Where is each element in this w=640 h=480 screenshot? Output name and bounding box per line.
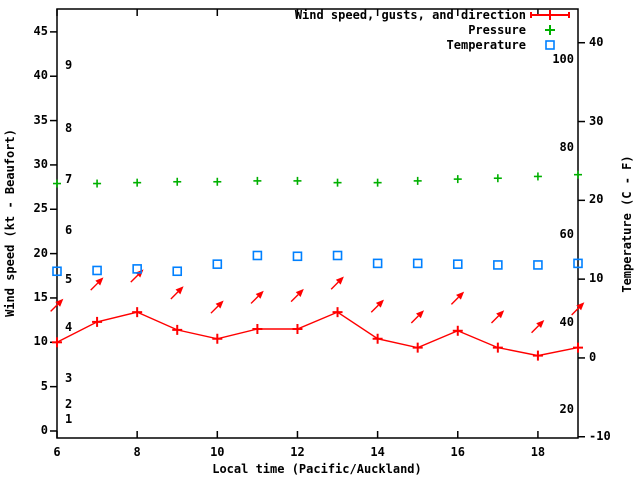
celsius-tick-label: 40 — [589, 34, 604, 49]
gust-arrow-shaft — [170, 291, 179, 300]
kt-tick-label: 25 — [33, 201, 48, 216]
beaufort-tick-label: 7 — [65, 171, 73, 186]
beaufort-tick-label: 9 — [65, 58, 73, 73]
kt-tick-label: 0 — [40, 422, 48, 437]
gust-arrow-head — [55, 298, 64, 307]
temperature-point-marker — [372, 258, 383, 269]
gust-arrow-shaft — [410, 315, 419, 324]
gust-arrow-shaft — [571, 307, 580, 316]
fahrenheit-tick-label: 80 — [559, 139, 574, 154]
gust-arrow-shaft — [130, 274, 139, 283]
gust-arrow-head — [95, 277, 104, 286]
legend-row: Pressure — [295, 22, 572, 37]
legend: Wind speed, gusts, and direction Pressur… — [295, 7, 572, 52]
plot-border — [56, 8, 579, 439]
temperature-point-marker — [172, 266, 183, 277]
x-tick-label: 18 — [530, 445, 546, 459]
gust-arrow-head — [576, 302, 585, 311]
kt-tick-label: 30 — [33, 156, 48, 171]
gust-arrow-shaft — [490, 315, 500, 324]
kt-tick-label: 15 — [33, 289, 48, 304]
gust-arrow-head — [215, 300, 224, 309]
gust-arrow-shaft — [330, 281, 339, 290]
kt-tick-label: 10 — [33, 334, 48, 349]
legend-row: Wind speed, gusts, and direction — [295, 7, 572, 22]
kt-tick-label: 20 — [33, 245, 48, 260]
kt-tick-label: 5 — [40, 378, 48, 393]
celsius-tick-label: -10 — [589, 428, 611, 443]
gust-arrow-shaft — [50, 303, 59, 312]
kt-tick-label: 45 — [33, 23, 48, 38]
gust-arrow-shaft — [250, 295, 259, 304]
fahrenheit-tick-label: 100 — [552, 52, 574, 67]
legend-label-pressure: Pressure — [468, 22, 526, 37]
beaufort-tick-label: 3 — [65, 370, 73, 385]
beaufort-tick-label: 1 — [65, 412, 73, 427]
fahrenheit-tick-label: 60 — [559, 227, 574, 242]
gust-arrow-head — [175, 286, 184, 295]
temperature-point-marker — [573, 258, 583, 269]
gust-arrow-shaft — [210, 305, 219, 314]
gust-arrow-shaft — [531, 325, 540, 334]
kt-tick-label: 35 — [33, 112, 48, 127]
x-tick-label: 12 — [290, 445, 305, 459]
temperature-point-marker — [132, 264, 142, 274]
temperature-point-marker — [533, 260, 543, 270]
legend-sample-wind-icon — [530, 9, 570, 20]
gust-arrow-head — [335, 276, 344, 285]
beaufort-tick-label: 5 — [65, 272, 73, 287]
fahrenheit-tick-label: 40 — [559, 314, 574, 329]
kt-tick-label: 40 — [33, 68, 48, 83]
x-tick-label: 16 — [450, 445, 465, 459]
legend-sample-temperature-icon — [545, 39, 555, 50]
legend-label-temperature: Temperature — [446, 37, 526, 52]
gust-arrow-shaft — [290, 294, 299, 303]
beaufort-tick-label: 6 — [65, 223, 73, 238]
x-tick-label: 10 — [210, 445, 225, 459]
beaufort-tick-label: 2 — [65, 397, 73, 412]
x-tick-label: 6 — [53, 445, 61, 459]
wind-speed-line — [56, 311, 579, 357]
temperature-point-marker — [212, 259, 223, 269]
gust-arrow-head — [255, 290, 264, 299]
celsius-tick-label: 20 — [589, 192, 604, 207]
gust-arrow-head — [375, 299, 384, 308]
x-axis-title: Local time (Pacific/Auckland) — [212, 462, 422, 476]
temperature-point-marker — [332, 250, 343, 261]
legend-row: Temperature — [295, 37, 572, 52]
celsius-tick-label: 0 — [589, 349, 597, 364]
temperature-point-marker — [252, 250, 263, 261]
x-tick-label: 14 — [370, 445, 385, 459]
celsius-tick-label: 10 — [589, 271, 604, 286]
temperature-point-marker — [52, 266, 62, 277]
legend-label-wind: Wind speed, gusts, and direction — [294, 7, 526, 22]
gust-arrow-head — [415, 310, 425, 319]
gust-arrow-shaft — [370, 304, 379, 313]
beaufort-tick-label: 8 — [65, 120, 73, 135]
temperature-point-marker — [292, 251, 303, 262]
temperature-point-marker — [412, 258, 423, 269]
gust-arrow-shaft — [90, 282, 99, 291]
beaufort-tick-label: 4 — [65, 320, 73, 335]
gust-arrow-head — [295, 288, 304, 297]
fahrenheit-tick-label: 20 — [559, 402, 574, 417]
temperature-point-marker — [92, 265, 102, 276]
temperature-point-marker — [452, 259, 463, 269]
x-tick-label: 8 — [133, 445, 141, 459]
legend-sample-pressure-icon — [545, 24, 555, 35]
gust-arrow-head — [536, 319, 545, 329]
gust-arrow-shaft — [450, 296, 459, 305]
temperature-point-marker — [493, 260, 503, 270]
celsius-tick-label: 30 — [589, 113, 604, 128]
gust-arrow-head — [496, 310, 505, 319]
gust-arrow-head — [456, 291, 465, 300]
